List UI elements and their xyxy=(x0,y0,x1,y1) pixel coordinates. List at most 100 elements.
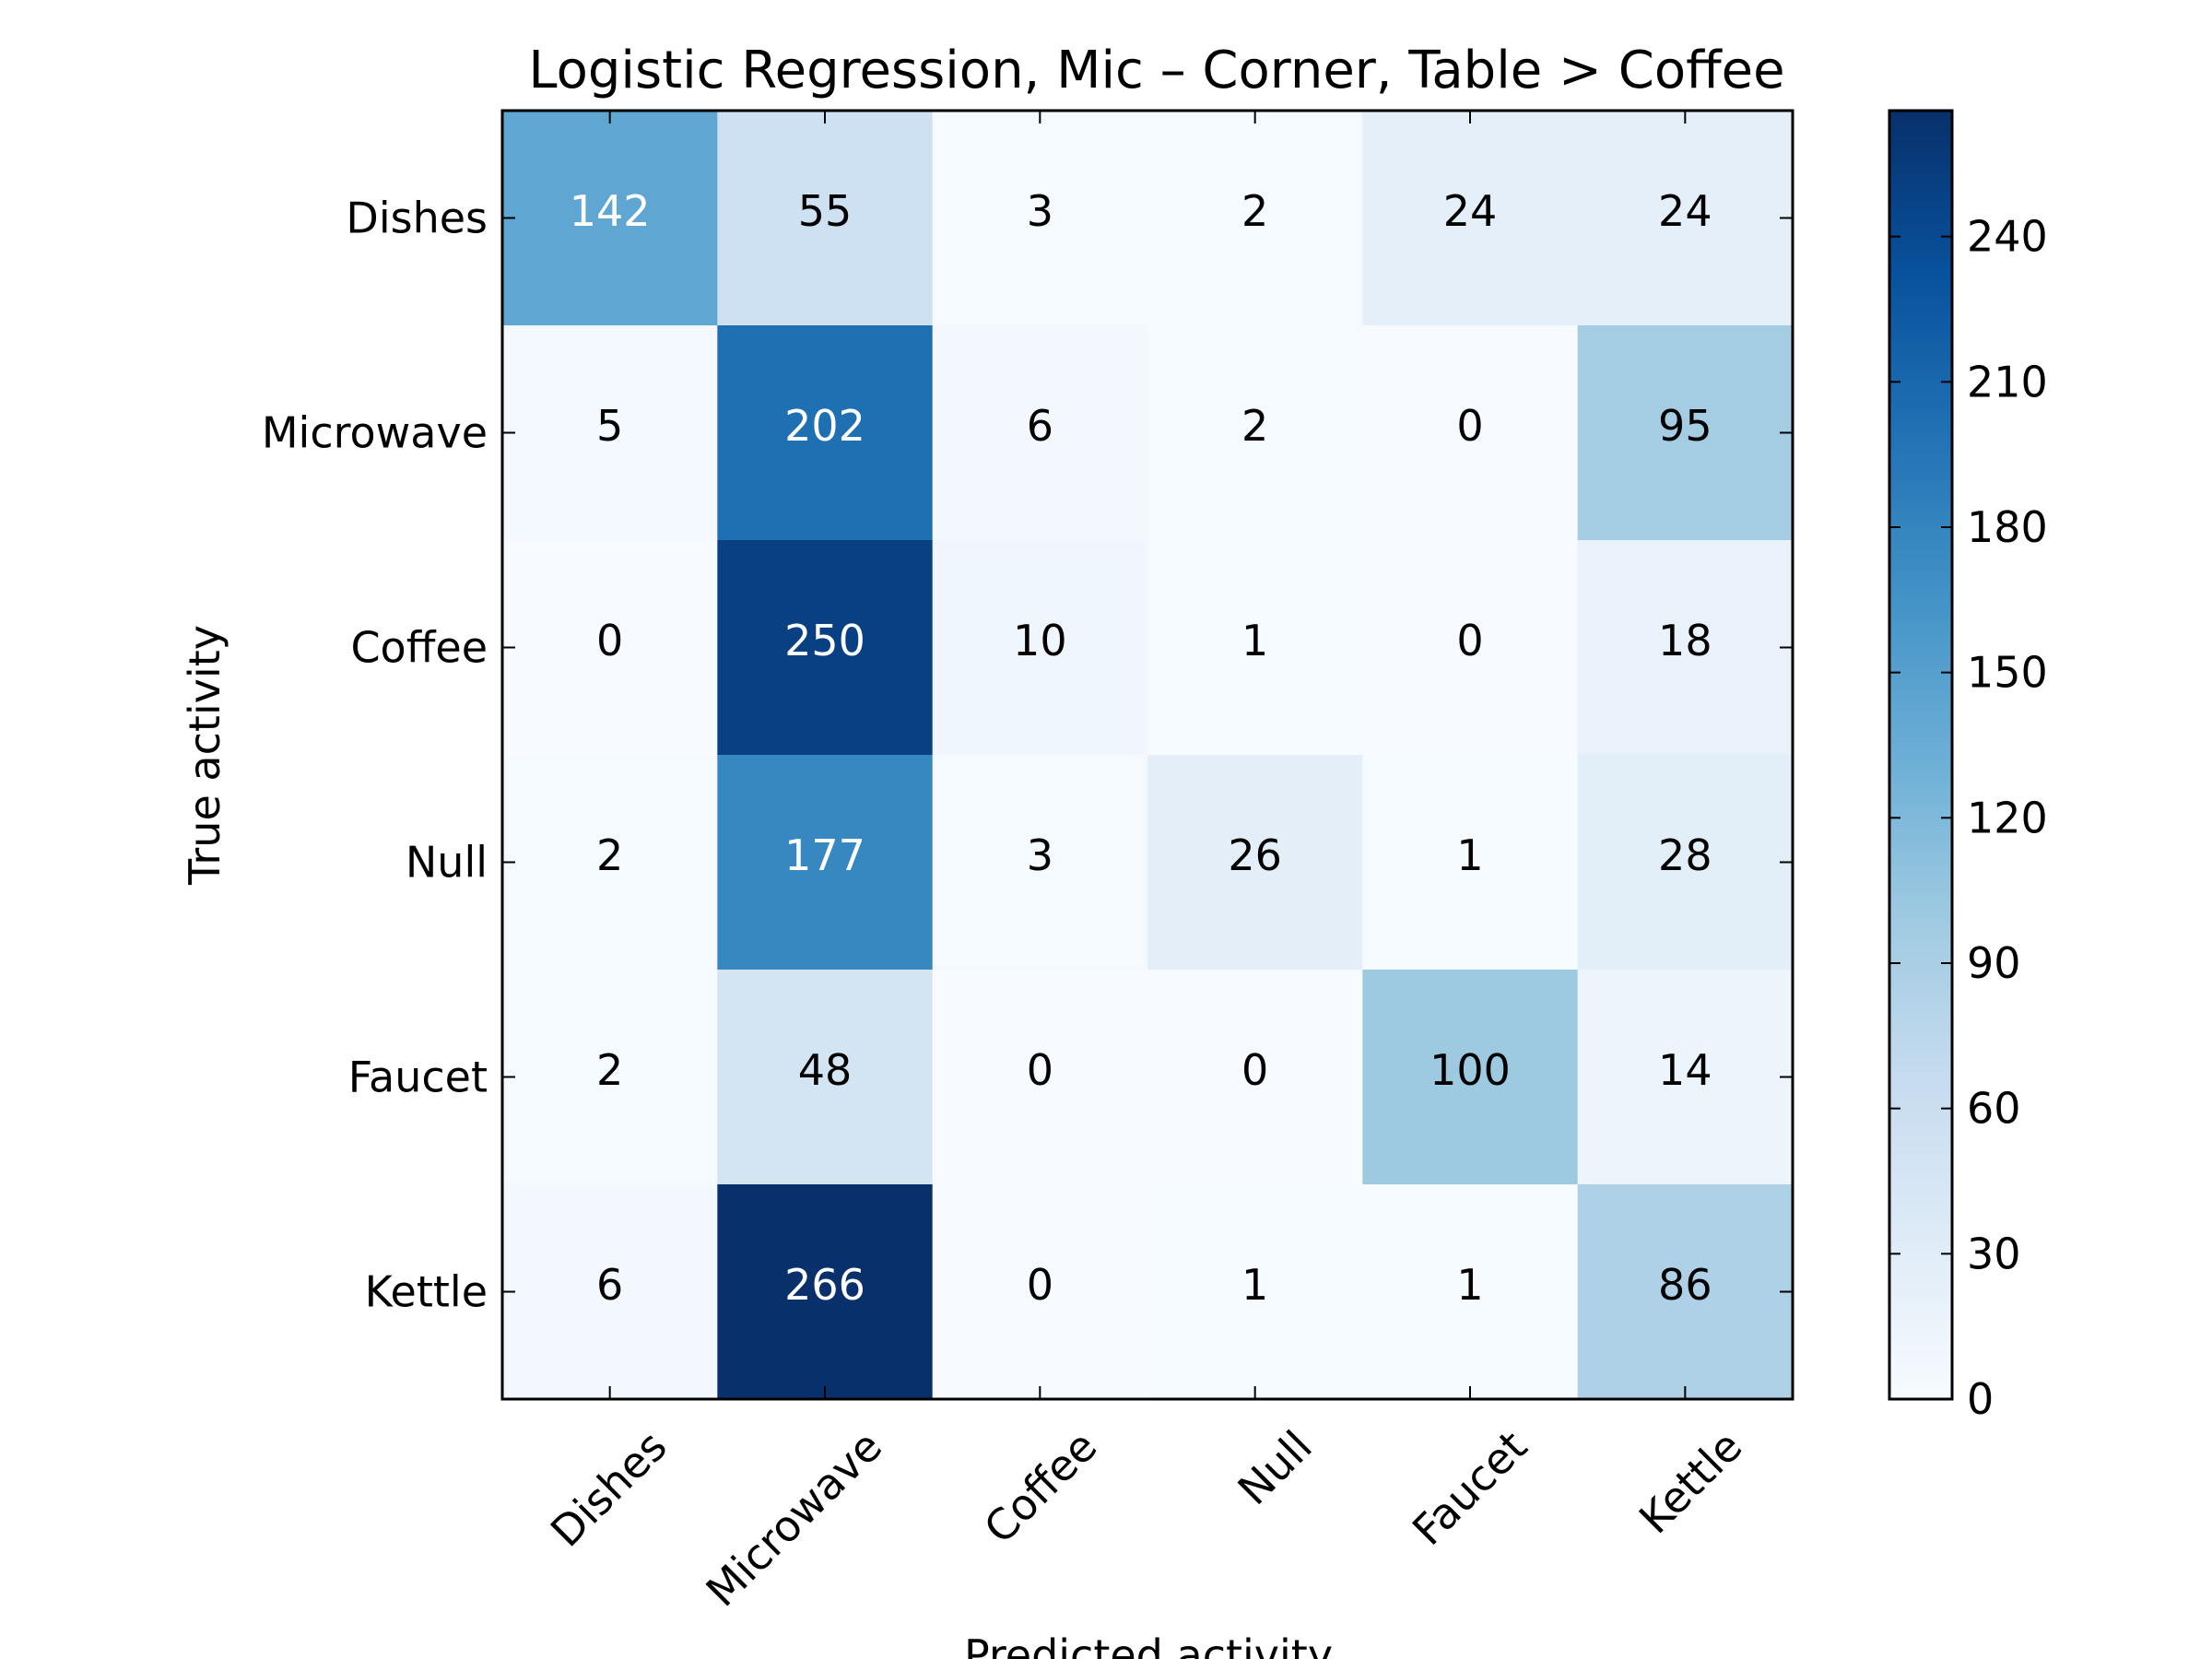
heatmap-cell xyxy=(717,111,934,326)
colorbar-tick-label: 60 xyxy=(1967,1084,2021,1134)
heatmap-cell xyxy=(717,970,934,1185)
heatmap-cell xyxy=(717,325,934,541)
heatmap-cell xyxy=(1147,540,1363,756)
heatmap-cell xyxy=(932,325,1148,541)
cell-value: 1 xyxy=(1456,1260,1483,1310)
cell-value: 14 xyxy=(1658,1045,1712,1095)
heatmap-cell xyxy=(932,970,1148,1185)
heatmap-cell xyxy=(502,1184,718,1400)
cell-value: 10 xyxy=(1013,616,1067,665)
y-tick-label: Null xyxy=(406,838,488,888)
cell-value: 55 xyxy=(798,186,853,236)
cell-value: 1 xyxy=(1456,830,1483,880)
heatmap-cell xyxy=(1147,111,1363,326)
cell-value: 24 xyxy=(1443,186,1498,236)
cell-value: 2 xyxy=(1241,186,1268,236)
heatmap-cell xyxy=(1577,970,1794,1185)
cell-value: 2 xyxy=(1241,401,1268,451)
heatmap-cell xyxy=(1362,325,1579,541)
colorbar-tick-label: 240 xyxy=(1967,212,2048,262)
cell-value: 28 xyxy=(1658,830,1712,880)
heatmap-cell xyxy=(1147,325,1363,541)
cell-annotations: 142 55 3 2 24 245 202 6 2 0 950 250 10 1 0 182 177 3 26 1 28… xyxy=(570,186,1712,1310)
heatmap-cell xyxy=(1577,111,1794,326)
heatmap-cell xyxy=(502,755,718,971)
cell-value: 100 xyxy=(1430,1045,1511,1095)
x-axis-label: Predicted activity xyxy=(964,1630,1333,1659)
colorbar-tick-label: 180 xyxy=(1967,502,2048,552)
cell-value: 0 xyxy=(1456,401,1483,451)
chart-title: Logistic Regression, Mic – Corner, Table… xyxy=(528,41,1784,100)
heatmap-cell xyxy=(1147,755,1363,971)
heatmap-cell xyxy=(1147,970,1363,1185)
cell-value: 142 xyxy=(570,186,651,236)
cell-value: 86 xyxy=(1658,1260,1712,1310)
y-tick-labels: Dishes Microwave Coffee Null Faucet Kettle xyxy=(262,194,488,1317)
y-axis-label: True activity xyxy=(180,625,229,886)
colorbar-tick-label: 30 xyxy=(1967,1229,2021,1278)
y-tick-label: Microwave xyxy=(262,408,488,458)
colorbar-tick-label: 120 xyxy=(1967,793,2048,842)
y-tick-label: Dishes xyxy=(346,194,488,243)
cell-value: 0 xyxy=(1027,1045,1053,1095)
cell-value: 250 xyxy=(784,616,865,665)
plot-frame xyxy=(500,109,1794,1401)
heatmap-cell xyxy=(1577,540,1794,756)
cell-value: 5 xyxy=(596,401,623,451)
heatmap-cell xyxy=(1577,755,1794,971)
cell-value: 18 xyxy=(1658,616,1712,665)
cell-value: 266 xyxy=(784,1260,865,1310)
y-tick-label: Coffee xyxy=(350,623,488,673)
heatmap-cell xyxy=(1147,1184,1363,1400)
axis-ticks xyxy=(502,111,1793,1399)
colorbar-tick-label: 210 xyxy=(1967,357,2048,406)
cell-value: 1 xyxy=(1241,616,1268,665)
heatmap-cell xyxy=(502,111,718,326)
x-tick-label: Kettle xyxy=(1630,1421,1751,1543)
y-tick-label: Faucet xyxy=(348,1053,488,1102)
cell-value: 0 xyxy=(1241,1045,1268,1095)
colorbar-tick-label: 150 xyxy=(1967,648,2048,698)
colorbar-tick-label: 90 xyxy=(1967,938,2021,988)
heatmap-cell xyxy=(1362,755,1579,971)
x-tick-labels: Dishes Microwave Coffee Null Faucet Kettle xyxy=(541,1421,1751,1617)
cell-value: 3 xyxy=(1027,830,1053,880)
heatmap-cells xyxy=(502,111,1794,1400)
heatmap-cell xyxy=(932,755,1148,971)
heatmap-cell xyxy=(1577,1184,1794,1400)
x-tick-label: Null xyxy=(1229,1421,1322,1514)
heatmap-cell xyxy=(1362,111,1579,326)
heatmap-cell xyxy=(717,540,934,756)
cell-value: 2 xyxy=(596,830,623,880)
cell-value: 6 xyxy=(596,1260,623,1310)
cell-value: 0 xyxy=(1027,1260,1053,1310)
heatmap-cell xyxy=(932,1184,1148,1400)
cell-value: 177 xyxy=(784,830,865,880)
heatmap-cell xyxy=(1577,325,1794,541)
cell-value: 24 xyxy=(1658,186,1712,236)
heatmap-cell xyxy=(717,1184,934,1400)
heatmap-cell xyxy=(1362,540,1579,756)
heatmap-cell xyxy=(502,540,718,756)
colorbar-ticks: 0 30 60 90 120 150 180 210 240 xyxy=(1889,212,2048,1424)
cell-value: 1 xyxy=(1241,1260,1268,1310)
cell-value: 48 xyxy=(798,1045,853,1095)
cell-value: 202 xyxy=(784,401,865,451)
colorbar-tick-label: 0 xyxy=(1967,1374,1994,1424)
colorbar-frame xyxy=(1888,109,1954,1401)
x-tick-label: Coffee xyxy=(974,1421,1106,1553)
heatmap-cell xyxy=(1362,970,1579,1185)
x-tick-label: Dishes xyxy=(541,1421,677,1557)
heatmap-cell xyxy=(932,540,1148,756)
x-tick-label: Microwave xyxy=(697,1421,892,1617)
cell-value: 95 xyxy=(1658,401,1712,451)
cell-value: 3 xyxy=(1027,186,1053,236)
cell-value: 0 xyxy=(596,616,623,665)
cell-value: 26 xyxy=(1228,830,1282,880)
x-tick-label: Faucet xyxy=(1403,1421,1536,1555)
y-tick-label: Kettle xyxy=(365,1267,488,1317)
colorbar xyxy=(1889,111,1952,1399)
heatmap-cell xyxy=(717,755,934,971)
cell-value: 6 xyxy=(1027,401,1053,451)
